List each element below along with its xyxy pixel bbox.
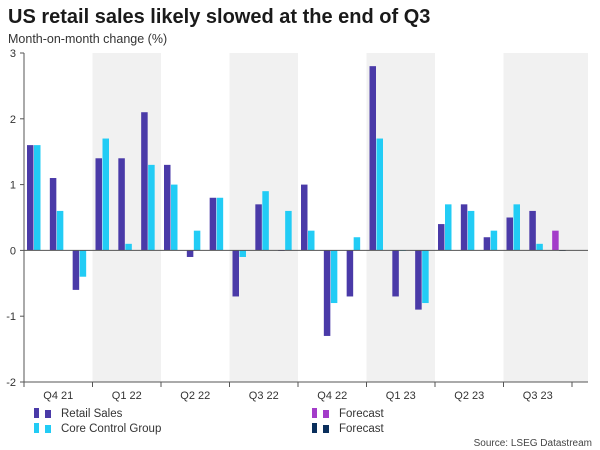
bar-core-control-group — [79, 250, 87, 277]
legend: Retail Sales Core Control Group Forecast… — [34, 408, 385, 435]
bar-retail-sales — [95, 158, 102, 251]
bar-core-control-group — [285, 210, 292, 251]
chart-subtitle: Month-on-month change (%) — [8, 32, 168, 46]
legend-swatch-retail — [45, 410, 51, 418]
y-tick-labels: -2 -1 0 1 2 3 — [6, 48, 16, 389]
legend-label-forecast-retail: Forecast — [339, 408, 385, 420]
bar-core-control-group — [216, 197, 224, 251]
x-tick-label: Q3 22 — [249, 390, 279, 402]
bar-retail-sales — [506, 217, 513, 251]
bar-retail-sales — [164, 164, 171, 251]
bar-retail-sales — [49, 178, 57, 251]
y-tick-label: -2 — [6, 377, 16, 389]
quarter-band — [572, 53, 588, 382]
bar-core-control-group — [467, 210, 475, 251]
bar-retail-sales — [209, 197, 217, 251]
chart-title: US retail sales likely slowed at the end… — [8, 6, 431, 28]
bar-core-control-group — [422, 250, 429, 304]
bar-core-control-group — [490, 230, 498, 251]
bar-core-control-group — [353, 237, 361, 251]
bar-core-control-group — [513, 204, 520, 251]
legend-swatch-forecast-core — [323, 425, 329, 433]
x-tick-label: Q4 22 — [317, 390, 347, 402]
bar-forecast-retail — [552, 230, 559, 251]
bar-retail-sales — [186, 250, 194, 257]
legend-swatch-forecast-retail — [323, 410, 329, 418]
bar-core-control-group — [148, 164, 155, 251]
bar-core-control-group — [239, 250, 246, 257]
bar-core-control-group — [308, 230, 315, 251]
bar-retail-sales — [346, 250, 354, 297]
x-tick-label: Q1 23 — [386, 390, 416, 402]
bar-core-control-group — [445, 204, 452, 251]
legend-label-retail-sales: Retail Sales — [61, 408, 123, 420]
bar-retail-sales — [323, 250, 331, 336]
bar-retail-sales — [301, 184, 308, 251]
bar-retail-sales — [118, 158, 125, 251]
x-tick-label: Q4 21 — [43, 390, 73, 402]
source-note: Source: LSEG Datastream — [474, 438, 592, 449]
bar-core-control-group — [262, 191, 269, 251]
legend-label-forecast-core: Forecast — [339, 423, 385, 435]
x-tick-labels: Q4 21 Q1 22 Q2 22 Q3 22 Q4 22 Q1 23 Q2 23 Q3 23 — [43, 390, 552, 402]
bar-retail-sales — [415, 250, 422, 310]
bar-core-control-group — [34, 145, 41, 251]
bar-core-control-group — [102, 138, 109, 251]
bar-core-control-group — [193, 230, 201, 251]
legend-swatch-forecast-retail — [312, 408, 317, 418]
bar-retail-sales — [232, 250, 239, 297]
y-tick-label: 1 — [10, 180, 16, 192]
bar-retail-sales — [27, 145, 34, 251]
x-tick-label: Q3 23 — [523, 390, 553, 402]
legend-label-core-control-group: Core Control Group — [61, 423, 161, 435]
bar-core-control-group — [376, 138, 383, 251]
bar-retail-sales — [483, 237, 491, 251]
bar-retail-sales — [255, 204, 262, 251]
bar-core-control-group — [330, 250, 338, 304]
y-tick-label: 2 — [10, 114, 16, 126]
y-tick-label: -1 — [6, 311, 16, 323]
y-tick-label: 3 — [10, 48, 16, 60]
bars — [27, 66, 566, 336]
legend-swatch-core — [34, 423, 39, 433]
legend-swatch-core — [45, 425, 51, 433]
legend-swatch-retail — [34, 408, 39, 418]
bar-core-control-group — [56, 210, 64, 251]
legend-swatch-forecast-core — [312, 423, 317, 433]
x-tick-label: Q2 23 — [454, 390, 484, 402]
y-tick-label: 0 — [10, 245, 16, 257]
bar-core-control-group — [171, 184, 178, 251]
axes — [20, 52, 588, 387]
bar-retail-sales — [438, 224, 445, 251]
bar-retail-sales — [392, 250, 399, 297]
bar-retail-sales — [369, 66, 376, 251]
bar-retail-sales — [72, 250, 80, 290]
bar-core-control-group — [536, 243, 543, 251]
bar-core-control-group — [125, 243, 132, 251]
x-tick-label: Q2 22 — [180, 390, 210, 402]
bar-retail-sales — [141, 112, 148, 251]
bar-retail-sales — [529, 210, 536, 251]
bar-retail-sales — [460, 204, 468, 251]
x-tick-label: Q1 22 — [112, 390, 142, 402]
